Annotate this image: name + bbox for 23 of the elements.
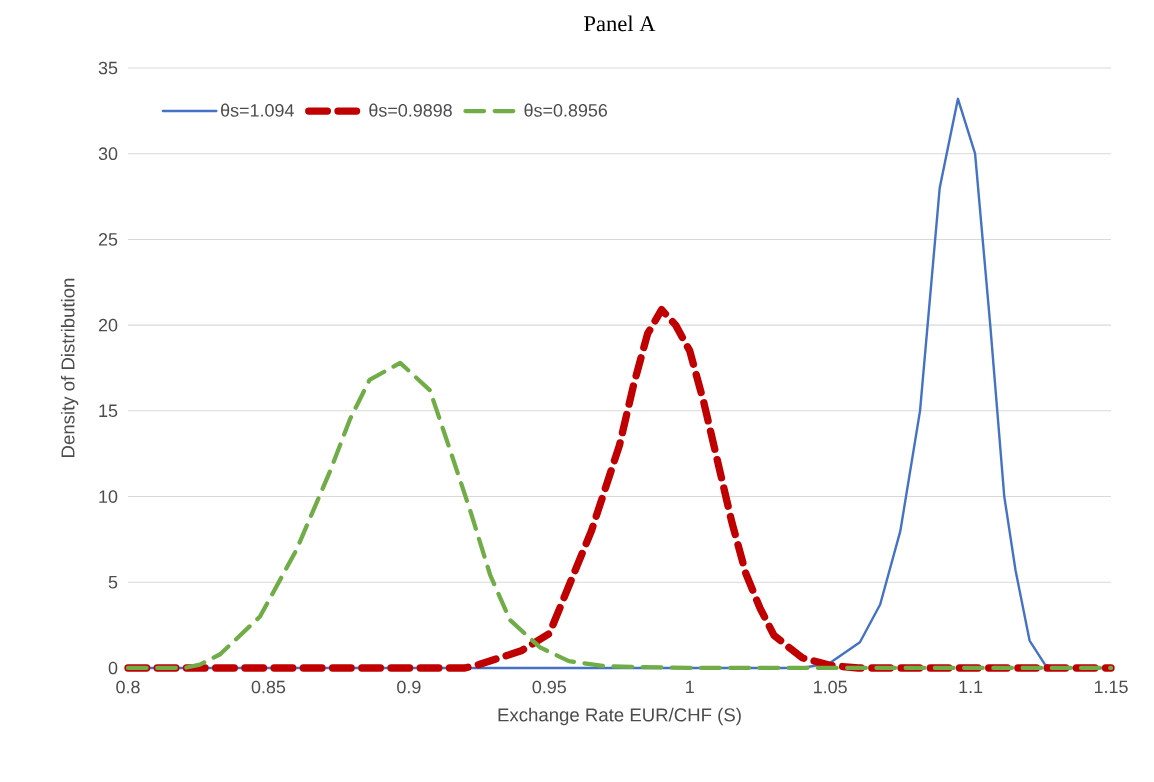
line-series <box>125 360 1114 671</box>
y-tick-label: 10 <box>99 490 118 503</box>
legend-label: θs=0.9898 <box>369 103 452 117</box>
y-tick-label: 20 <box>98 318 118 332</box>
legend-label: θs=0.8956 <box>524 103 608 117</box>
y-tick-label: 35 <box>98 61 118 75</box>
y-tick-label: 15 <box>99 404 118 418</box>
x-axis-title: Exchange Rate EUR/CHF (S) <box>498 707 741 726</box>
x-tick-label: 1 <box>686 680 694 694</box>
x-tick-label: 1.1 <box>959 680 983 694</box>
x-tick-label: 1.05 <box>814 680 847 694</box>
chart-title: Panel A <box>584 15 656 32</box>
x-tick-label: 0.8 <box>116 680 140 694</box>
y-tick-label: 0 <box>108 661 118 675</box>
x-tick-label: 0.85 <box>251 680 286 694</box>
x-tick-label: 1.15 <box>1094 680 1128 694</box>
y-axis-title: Density of Distribution <box>60 278 79 457</box>
y-tick-label: 30 <box>98 147 118 161</box>
x-tick-label: 0.9 <box>397 680 421 694</box>
x-tick-label: 0.95 <box>532 680 566 694</box>
legend-label: θs=1.094 <box>221 103 294 117</box>
y-tick-label: 5 <box>108 576 118 589</box>
y-tick-label: 25 <box>98 233 118 246</box>
